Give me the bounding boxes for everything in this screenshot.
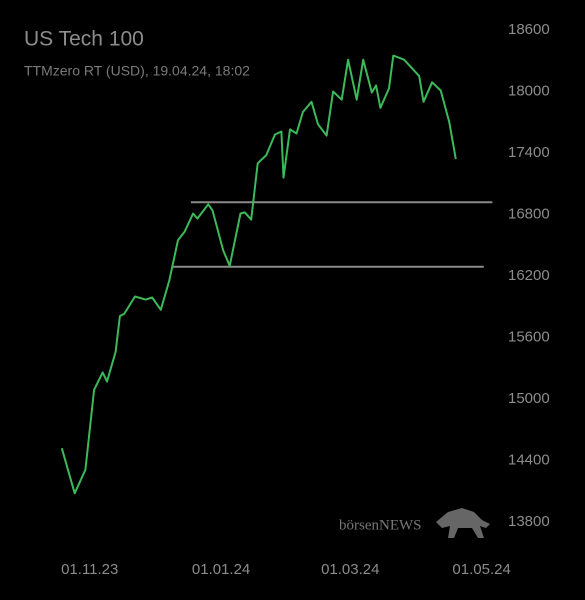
chart-subtitle: TTMzero RT (USD), 19.04.24, 18:02 xyxy=(24,63,250,79)
x-tick-label: 01.03.24 xyxy=(321,561,379,578)
y-tick-label: 14400 xyxy=(508,451,550,468)
x-tick-label: 01.05.24 xyxy=(452,561,510,578)
y-tick-label: 18600 xyxy=(508,21,550,38)
y-tick-label: 13800 xyxy=(508,513,550,530)
y-tick-label: 18000 xyxy=(508,82,550,99)
y-tick-label: 15000 xyxy=(508,390,550,407)
y-tick-label: 15600 xyxy=(508,328,550,345)
y-tick-label: 17400 xyxy=(508,144,550,161)
watermark-logo xyxy=(436,508,490,538)
chart-title: US Tech 100 xyxy=(24,28,144,51)
y-tick-label: 16200 xyxy=(508,267,550,284)
watermark: börsenNEWS xyxy=(339,517,422,533)
x-tick-label: 01.11.23 xyxy=(61,561,118,578)
y-tick-label: 16800 xyxy=(508,205,550,222)
price-line xyxy=(60,54,457,495)
x-tick-label: 01.01.24 xyxy=(192,561,250,578)
